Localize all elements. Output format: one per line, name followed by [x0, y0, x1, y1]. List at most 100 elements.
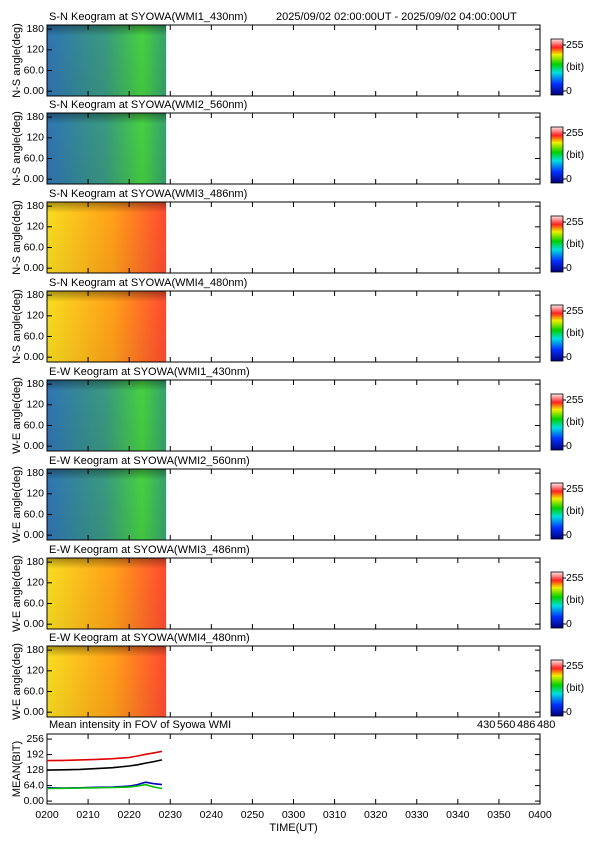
x-tick-label: 0200 — [35, 809, 59, 821]
keogram-shade — [47, 202, 167, 273]
colorbar-label: (bit) — [566, 505, 584, 517]
colorbar-label: (bit) — [566, 416, 584, 428]
y-tick-label: 120 — [26, 44, 44, 56]
y-tick-label: 180 — [26, 111, 44, 123]
series-line — [46, 759, 163, 771]
y-tick-label: 180 — [26, 556, 44, 568]
y-tick-label: 180 — [26, 378, 44, 390]
colorbar — [550, 126, 564, 184]
legend-entry: 480 — [537, 719, 555, 731]
y-tick-label: 256 — [26, 733, 44, 745]
y-tick-label: 60.0 — [24, 241, 45, 253]
colorbar-tick-label: 255 — [566, 305, 584, 317]
colorbar-label: (bit) — [566, 327, 584, 339]
y-tick-label: 180 — [26, 644, 44, 656]
y-tick-label: 120 — [26, 221, 44, 233]
panel-title: E-W Keogram at SYOWA(WMI4_480nm) — [49, 632, 250, 644]
colorbar — [550, 304, 564, 362]
panel-title: S-N Keogram at SYOWA(WMI3_486nm) — [49, 188, 247, 200]
y-axis-label: N-S angle(deg) — [11, 289, 23, 364]
colorbar — [550, 215, 564, 273]
y-tick-label: 120 — [26, 399, 44, 411]
colorbar-tick-label: 255 — [566, 572, 584, 584]
panel-title: E-W Keogram at SYOWA(WMI1_430nm) — [49, 366, 250, 378]
colorbar-label: (bit) — [566, 238, 584, 250]
colorbar-tick-label: 0 — [566, 618, 572, 630]
y-tick-label: 0.00 — [24, 706, 45, 718]
y-axis-label: N-S angle(deg) — [11, 111, 23, 186]
x-tick-label: 0320 — [364, 809, 388, 821]
y-tick-label: 128 — [26, 764, 44, 776]
colorbar-tick-label: 255 — [566, 394, 584, 406]
y-tick-label: 120 — [26, 665, 44, 677]
y-axis-label: MEAN(BIT) — [11, 741, 23, 797]
y-tick-label: 60.0 — [24, 64, 45, 76]
panel-title: Mean intensity in FOV of Syowa WMI — [49, 719, 231, 731]
y-tick-label: 180 — [26, 200, 44, 212]
y-tick-label: 120 — [26, 132, 44, 144]
colorbar-tick-label: 255 — [566, 483, 584, 495]
plot-frame — [46, 733, 541, 805]
keogram-shade — [47, 558, 167, 629]
colorbar — [550, 38, 564, 96]
colorbar-tick-label: 0 — [566, 351, 572, 363]
colorbar — [550, 659, 564, 717]
y-tick-label: 0.00 — [24, 85, 45, 97]
colorbar-tick-label: 0 — [566, 529, 572, 541]
keogram-shade — [47, 113, 167, 184]
legend-entry: 486 — [517, 719, 535, 731]
y-tick-label: 60.0 — [24, 419, 45, 431]
colorbar-tick-label: 255 — [566, 127, 584, 139]
y-tick-label: 0.00 — [24, 440, 45, 452]
colorbar — [550, 571, 564, 629]
x-tick-label: 0350 — [487, 809, 511, 821]
y-tick-label: 60.0 — [24, 597, 45, 609]
x-tick-label: 0210 — [76, 809, 100, 821]
colorbar-label: (bit) — [566, 682, 584, 694]
x-tick-label: 0240 — [200, 809, 224, 821]
keogram-shade — [47, 469, 167, 540]
x-axis-label: TIME(UT) — [269, 822, 317, 834]
y-tick-label: 180 — [26, 467, 44, 479]
panel-title: S-N Keogram at SYOWA(WMI1_430nm) — [49, 11, 247, 23]
colorbar-tick-label: 0 — [566, 440, 572, 452]
x-tick-label: 0310 — [323, 809, 347, 821]
y-tick-label: 180 — [26, 23, 44, 35]
time-range: 2025/09/02 02:00:00UT - 2025/09/02 04:00… — [276, 11, 517, 23]
x-tick-label: 0220 — [117, 809, 141, 821]
colorbar-tick-label: 0 — [566, 262, 572, 274]
x-tick-label: 0300 — [282, 809, 306, 821]
colorbar-label: (bit) — [566, 594, 584, 606]
y-tick-label: 60.0 — [24, 330, 45, 342]
y-tick-label: 120 — [26, 488, 44, 500]
colorbar-tick-label: 255 — [566, 39, 584, 51]
keogram-shade — [47, 25, 167, 96]
y-tick-label: 60.0 — [24, 508, 45, 520]
colorbar-label: (bit) — [566, 149, 584, 161]
legend-entry: 560 — [497, 719, 515, 731]
y-tick-label: 0.00 — [24, 173, 45, 185]
x-tick-label: 0400 — [528, 809, 552, 821]
y-tick-label: 0.00 — [24, 351, 45, 363]
y-tick-label: 0.00 — [24, 529, 45, 541]
keogram-shade — [47, 380, 167, 451]
y-tick-label: 60.0 — [24, 685, 45, 697]
legend-entry: 430 — [477, 719, 495, 731]
y-tick-label: 64.0 — [24, 779, 45, 791]
x-tick-label: 0330 — [405, 809, 429, 821]
y-tick-label: 120 — [26, 577, 44, 589]
colorbar-tick-label: 255 — [566, 660, 584, 672]
y-tick-label: 0.00 — [24, 795, 45, 807]
y-tick-label: 0.00 — [24, 618, 45, 630]
x-tick-label: 0230 — [159, 809, 183, 821]
keogram-shade — [47, 291, 167, 362]
panel-title: E-W Keogram at SYOWA(WMI2_560nm) — [49, 455, 250, 467]
y-tick-label: 60.0 — [24, 152, 45, 164]
y-tick-label: 180 — [26, 289, 44, 301]
y-axis-label: W-E angle(deg) — [11, 555, 23, 632]
colorbar-tick-label: 0 — [566, 706, 572, 718]
y-axis-label: N-S angle(deg) — [11, 23, 23, 98]
y-axis-label: W-E angle(deg) — [11, 377, 23, 454]
panel-title: S-N Keogram at SYOWA(WMI2_560nm) — [49, 99, 247, 111]
